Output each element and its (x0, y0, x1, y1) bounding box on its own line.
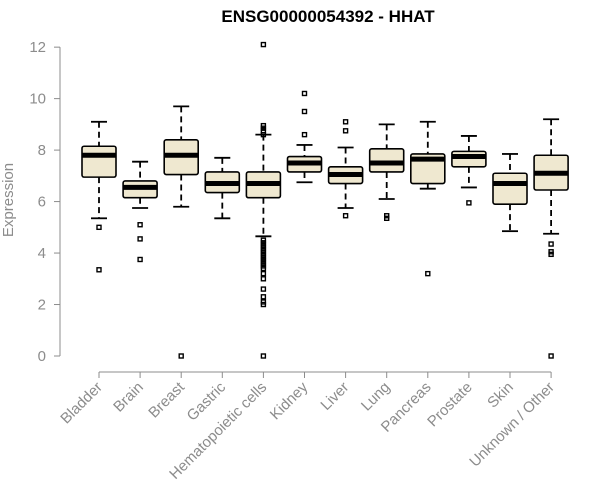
outlier-point (342, 128, 349, 134)
box-brain (122, 160, 158, 263)
y-tick-label: 0 (38, 348, 46, 365)
outlier-point (260, 353, 267, 359)
y-axis: 0 2 4 6 8 10 12 (29, 39, 61, 365)
iqr-box (81, 145, 117, 178)
outlier-point (137, 256, 143, 263)
outlier-point (301, 108, 308, 115)
y-tick-label: 8 (38, 142, 46, 159)
box-skin (492, 153, 528, 233)
outlier-point (342, 119, 349, 125)
outlier-point (548, 353, 554, 359)
outlier-point (301, 131, 308, 138)
outlier-point (548, 251, 554, 258)
x-tick-label: Brain (110, 379, 147, 416)
outlier-point (466, 200, 472, 206)
box-liver (327, 119, 364, 219)
box-kidney (286, 90, 323, 184)
outlier-point (342, 213, 349, 219)
outlier-point (260, 131, 267, 138)
y-tick-label: 10 (29, 91, 46, 108)
box-hematopoietic-cells (245, 41, 282, 359)
box-prostate (451, 135, 487, 206)
x-tick-label: Skin (484, 379, 517, 412)
outlier-point (178, 353, 184, 359)
outlier-point (96, 267, 102, 273)
x-tick-label: Bladder (57, 379, 106, 428)
y-tick-label: 12 (29, 39, 46, 56)
x-tick-label: Liver (317, 379, 352, 414)
outlier-point (260, 270, 267, 277)
y-axis-title: Expression (0, 163, 17, 237)
box-pancreas (409, 120, 446, 277)
y-tick-label: 4 (38, 245, 46, 262)
outlier-point (301, 90, 308, 97)
outlier-point (260, 265, 267, 272)
chart-title: ENSG00000054392 - HHAT (221, 7, 435, 26)
box-bladder (81, 120, 117, 273)
outlier-point (260, 294, 267, 300)
outlier-point (260, 301, 267, 308)
outlier-point (260, 286, 267, 292)
outlier-point (384, 215, 390, 222)
x-tick-label: Prostate (424, 379, 476, 431)
outlier-point (137, 222, 143, 228)
boxes-group (81, 41, 569, 359)
iqr-box (492, 172, 528, 205)
box-gastric (204, 156, 241, 220)
x-tick-label: Breast (145, 378, 188, 421)
outlier-point (260, 276, 267, 282)
iqr-box (451, 150, 487, 168)
y-tick-label: 6 (38, 194, 46, 211)
x-tick-label: Lung (358, 379, 394, 415)
box-unknown-other (533, 118, 569, 359)
x-tick-label: Kidney (267, 378, 312, 423)
y-tick-label: 2 (38, 297, 46, 314)
box-lung (368, 123, 405, 222)
outlier-point (137, 236, 143, 242)
outlier-point (548, 241, 554, 247)
iqr-box (368, 148, 405, 173)
outlier-point (260, 41, 267, 48)
outlier-point (425, 270, 431, 277)
outlier-point (96, 224, 102, 231)
box-breast (163, 105, 199, 359)
